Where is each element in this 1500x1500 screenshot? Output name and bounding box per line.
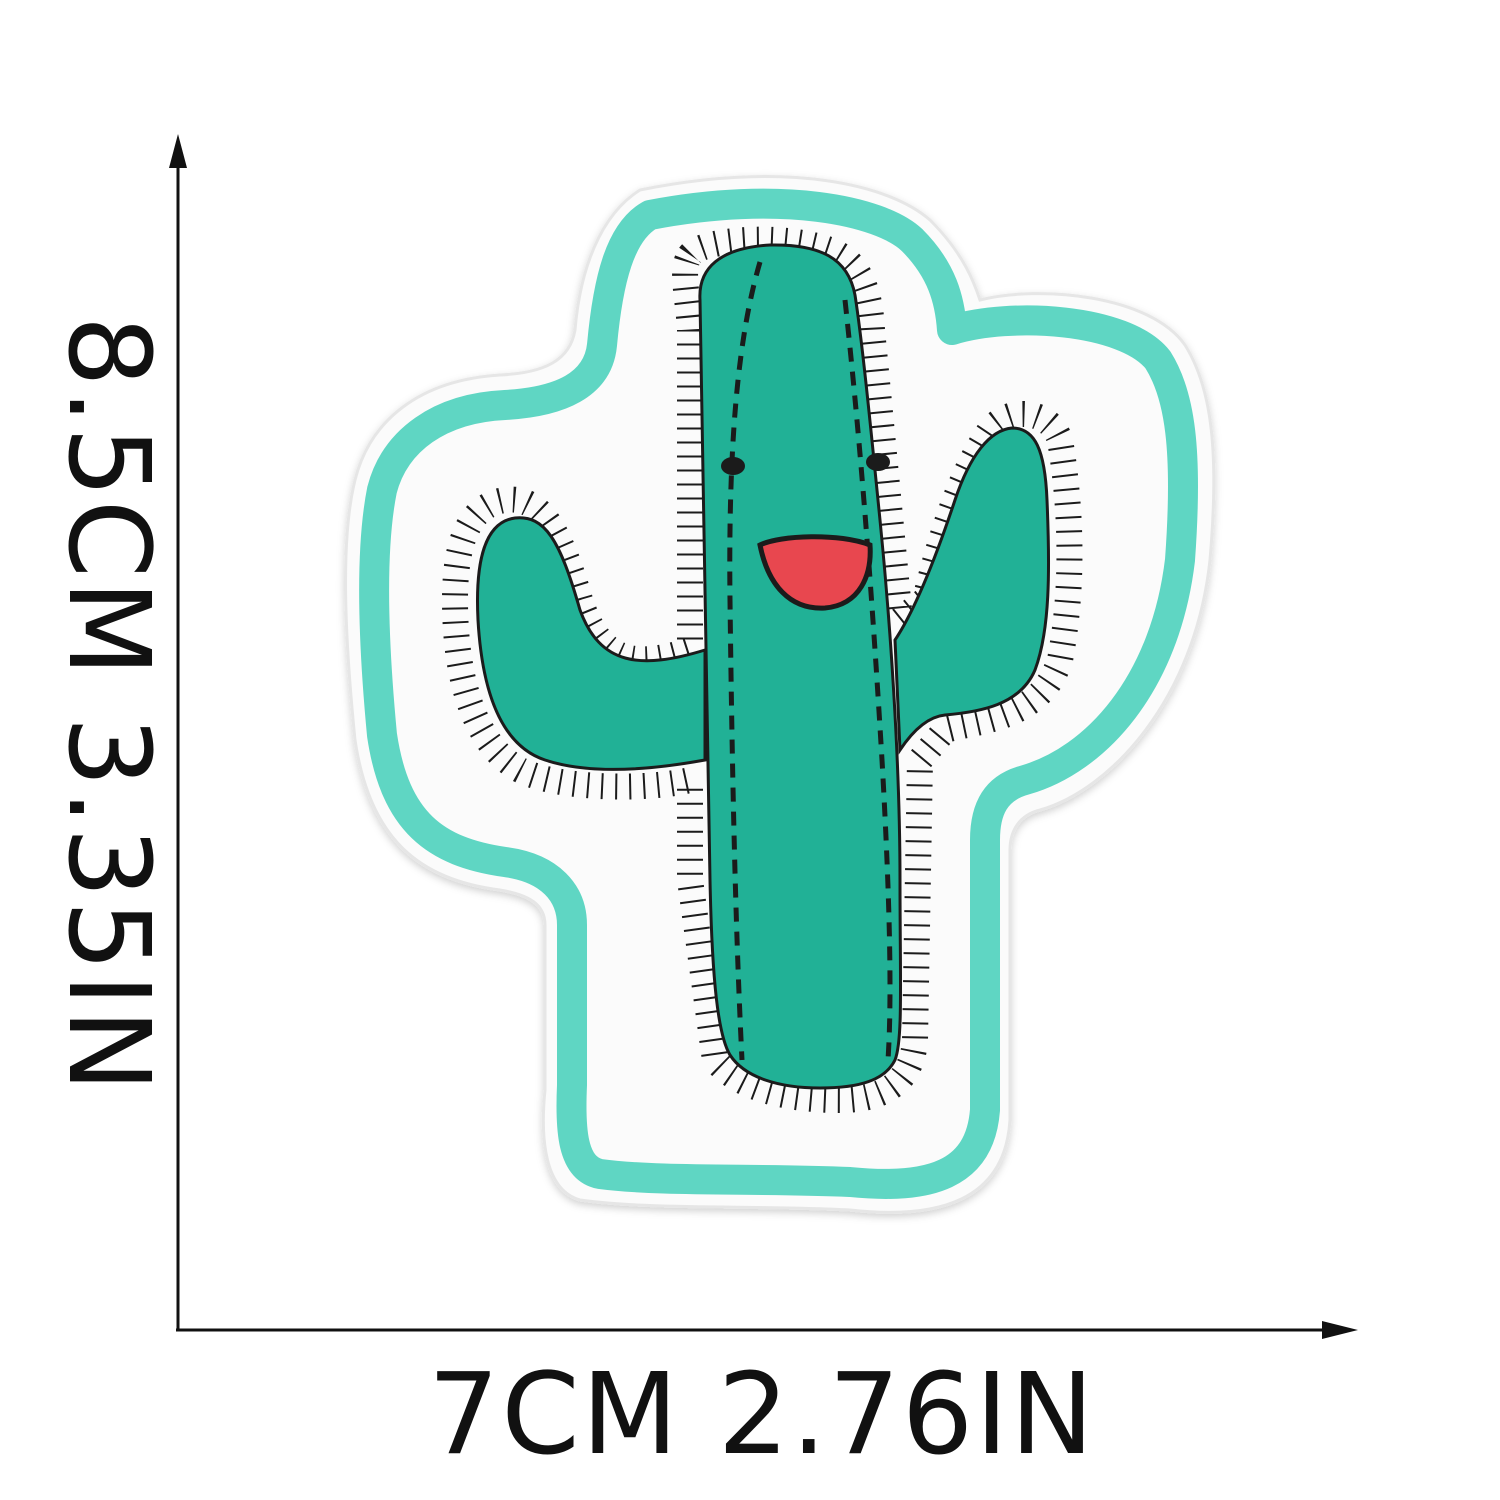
cactus-trunk (698, 243, 903, 1090)
cactus-body (476, 243, 1051, 1090)
right-eye-icon (866, 453, 890, 471)
height-dimension-label: 8.5CM 3.35IN (43, 315, 173, 1095)
patch-turquoise-border (359, 188, 1199, 1199)
mouth-icon (757, 534, 873, 611)
cactus-ridge-left (727, 261, 763, 1061)
width-dimension-label: 7CM 2.76IN (428, 1350, 1096, 1480)
cactus-left-arm (476, 516, 707, 771)
width-arrow-head (1322, 1321, 1358, 1339)
height-arrow-head (169, 134, 187, 168)
cactus-right-arm (893, 426, 1051, 755)
cactus-face (721, 453, 890, 611)
cactus-ridge-right (842, 299, 893, 1061)
left-eye-icon (721, 457, 745, 475)
